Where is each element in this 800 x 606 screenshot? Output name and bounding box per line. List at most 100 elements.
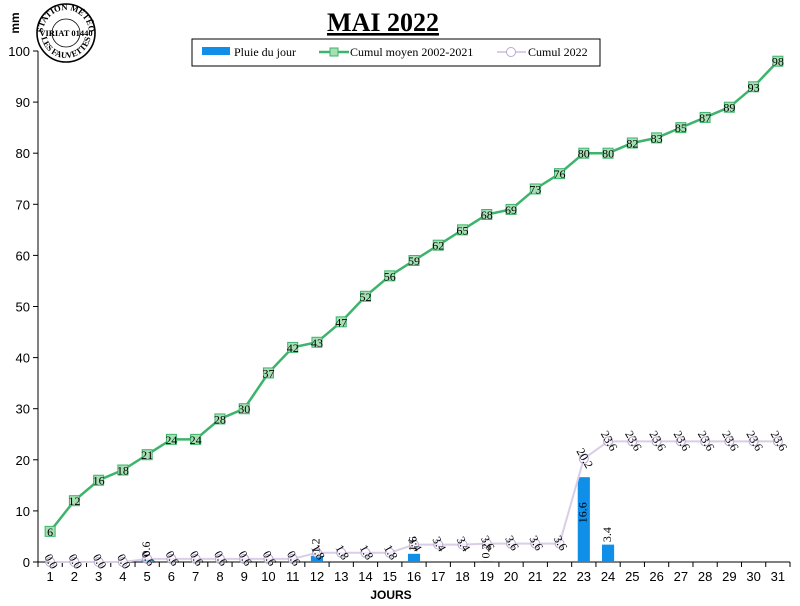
cumul-mean-data-label: 16 <box>93 474 105 488</box>
cumul-2022-point <box>481 538 492 549</box>
rain-data-label: 0.2 <box>479 543 493 558</box>
cumul-2022-point <box>287 553 298 564</box>
cumul-2022-data-label: 23.6 <box>719 428 742 453</box>
cumul-2022-point <box>117 557 128 567</box>
cumul-mean-data-label: 76 <box>554 167 566 181</box>
cumul-mean-data-label: 18 <box>117 464 129 478</box>
cumul-mean-data-label: 30 <box>238 402 250 416</box>
x-tick-label: 21 <box>528 569 542 584</box>
x-tick-label: 27 <box>674 569 688 584</box>
x-tick-label: 16 <box>407 569 421 584</box>
cumul-mean-point <box>675 122 687 134</box>
cumul-mean-point <box>335 316 347 328</box>
cumul-2022-data-label: 3.4 <box>454 534 474 554</box>
cumul-2022-point <box>166 553 177 564</box>
legend-swatch-rain <box>202 47 230 55</box>
legend-label-cumul-2022: Cumul 2022 <box>528 45 588 59</box>
cumul-mean-data-label: 37 <box>262 366 274 380</box>
x-tick-label: 2 <box>71 569 78 584</box>
cumul-2022-data-label: 0.6 <box>211 548 231 568</box>
cumul-mean-point <box>723 101 735 113</box>
cumul-mean-data-label: 93 <box>748 80 760 94</box>
cumul-mean-data-label: 24 <box>165 433 177 447</box>
x-tick-label: 10 <box>261 569 275 584</box>
x-tick-label: 14 <box>358 569 372 584</box>
chart-title: MAI 2022 <box>327 8 439 37</box>
cumul-2022-point <box>409 539 419 550</box>
x-tick-label: 12 <box>310 569 324 584</box>
cumul-2022-point <box>772 436 783 447</box>
x-tick-label: 23 <box>577 569 591 584</box>
cumul-2022-data-label: 0.0 <box>41 551 61 571</box>
cumul-2022-data-label: 0.6 <box>235 548 255 568</box>
x-tick-label: 24 <box>601 569 615 584</box>
cumul-2022-point <box>506 538 517 549</box>
cumul-2022-point <box>190 553 201 564</box>
legend-item-cumul-2022: Cumul 2022 <box>497 45 588 59</box>
cumul-2022-data-label: 1.8 <box>332 542 352 562</box>
cumul-mean-point <box>505 203 517 215</box>
rain-data-label: 1.6 <box>406 536 420 551</box>
cumul-mean-data-label: 43 <box>311 336 323 350</box>
legend-item-rain: Pluie du jour <box>202 45 296 59</box>
x-tick-label: 20 <box>504 569 518 584</box>
x-tick-label: 9 <box>241 569 248 584</box>
y-axis: 0 10 20 30 40 50 60 70 80 90 100 <box>8 44 39 570</box>
cumul-mean-data-label: 6 <box>47 525 53 539</box>
cumul-2022-data-label: 20.2 <box>574 446 597 471</box>
legend-marker-cumul-2022 <box>506 47 516 57</box>
cumul-2022-data-label: 23.6 <box>743 428 766 453</box>
x-axis-label: JOURS <box>370 588 411 602</box>
cumul-2022-data-label: 23.6 <box>768 428 791 453</box>
cumul-mean-data-label: 62 <box>432 239 444 253</box>
cumul-2022-data-label: 23.6 <box>646 428 669 453</box>
y-tick-label: 90 <box>16 95 30 110</box>
cumul-mean-point <box>287 341 299 353</box>
cumul-2022-point <box>651 436 662 447</box>
cumul-mean-data-label: 69 <box>505 203 517 217</box>
cumul-mean-point <box>408 255 420 267</box>
cumul-mean-point <box>190 433 202 445</box>
cumul-2022-data-label: 0.6 <box>187 548 207 568</box>
cumul-2022-data-label: 1.8 <box>357 542 377 562</box>
cumul-mean-point <box>141 449 153 461</box>
cumul-mean-point <box>626 137 638 149</box>
rain-bar <box>602 544 615 562</box>
cumul-2022-point <box>554 538 565 549</box>
cumul-2022-point <box>433 539 444 550</box>
cumul-mean-point <box>772 55 784 67</box>
cumul-2022-data-label: 1.8 <box>308 542 328 562</box>
rain-bar <box>577 477 590 562</box>
cumul-2022-data-label: 23.6 <box>622 428 645 453</box>
cumul-2022-point <box>93 557 104 567</box>
legend: Pluie du jour Cumul moyen 2002-2021 Cumu… <box>191 38 601 67</box>
cumul-mean-point <box>68 495 80 507</box>
cumul-2022-point <box>45 557 56 567</box>
cumul-2022-data-label: 3.6 <box>502 533 522 553</box>
cumul-mean-point <box>578 147 590 159</box>
y-tick-label: 20 <box>16 453 30 468</box>
y-tick-label: 0 <box>23 555 30 570</box>
y-tick-label: 40 <box>16 351 30 366</box>
cumul-2022-point <box>578 453 589 464</box>
x-tick-label: 8 <box>216 569 223 584</box>
legend-item-cumul-mean: Cumul moyen 2002-2021 <box>319 45 473 59</box>
cumul-2022-data-label: 23.6 <box>695 428 718 453</box>
x-tick-label: 17 <box>431 569 445 584</box>
rain-data-label: 0.6 <box>139 541 153 556</box>
cumul-mean-data-label: 80 <box>578 147 590 161</box>
y-tick-label: 70 <box>16 197 30 212</box>
cumul-2022-point <box>360 547 371 558</box>
rain-bar <box>407 553 421 562</box>
cumul-2022-point <box>675 436 686 447</box>
legend-marker-cumul-mean <box>329 47 339 57</box>
cumul-mean-point <box>384 270 396 282</box>
cumul-mean-point <box>44 525 56 537</box>
cumul-mean-point <box>651 132 663 144</box>
rain-data-label: 1.2 <box>309 538 323 553</box>
x-tick-label: 28 <box>698 569 712 584</box>
cumul-2022-data-label: 0.6 <box>260 548 280 568</box>
legend-label-cumul-mean: Cumul moyen 2002-2021 <box>350 45 473 59</box>
y-tick-label: 60 <box>16 248 30 263</box>
